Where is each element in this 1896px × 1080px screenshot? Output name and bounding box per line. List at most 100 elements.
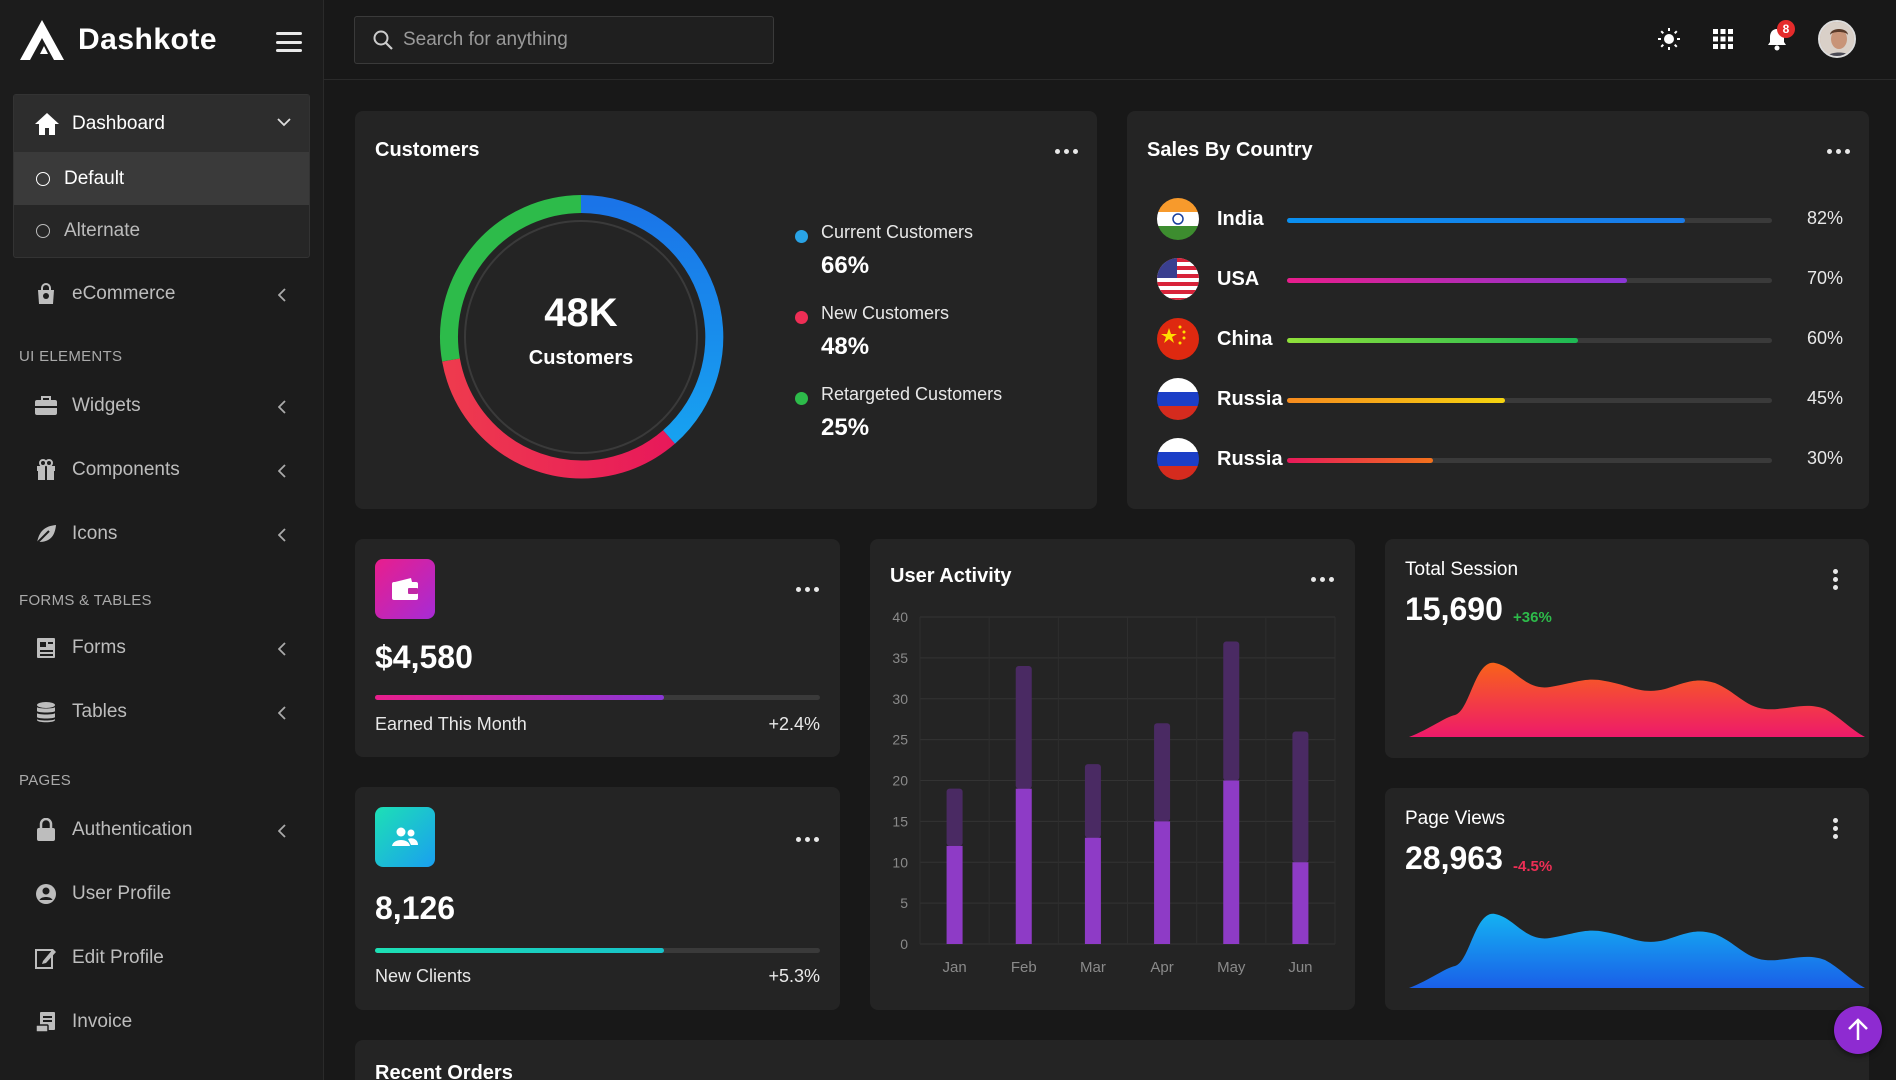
clients-label: New Clients <box>375 966 472 986</box>
country-row: China 60% <box>1157 318 1857 362</box>
legend-label: Current Customers <box>821 222 974 242</box>
bar-lower <box>1292 862 1309 944</box>
sidebar-item-forms[interactable]: Forms <box>0 616 323 680</box>
recent-orders-card: Recent Orders <box>355 1040 1869 1080</box>
avatar[interactable] <box>1818 20 1856 58</box>
bar-upper <box>946 788 963 846</box>
search-input[interactable] <box>403 29 763 51</box>
sidebar-subitem-label: Default <box>64 168 125 189</box>
briefcase-icon <box>34 394 58 418</box>
section-label-forms: FORMS & TABLES <box>19 592 152 609</box>
sidebar-item-components[interactable]: Components <box>0 438 323 502</box>
scroll-to-top-button[interactable] <box>1834 1006 1882 1054</box>
apps-grid-icon[interactable] <box>1710 26 1736 52</box>
logo-icon <box>20 20 64 60</box>
sidebar-item-label: Components <box>72 459 180 480</box>
customers-total-value: 48K <box>544 291 618 335</box>
sidebar-item-user-profile[interactable]: User Profile <box>0 862 323 926</box>
country-bar <box>1287 398 1772 403</box>
sidebar-item-dashboard[interactable]: Dashboard <box>14 95 309 153</box>
earned-progress <box>375 695 820 700</box>
gift-icon <box>34 458 58 482</box>
pageviews-delta: -4.5% <box>1513 858 1553 875</box>
x-tick-label: Mar <box>1080 959 1106 976</box>
more-options-icon[interactable] <box>1827 149 1851 157</box>
topbar: 8 <box>324 0 1896 80</box>
bar-upper <box>1015 666 1032 789</box>
country-percent: 70% <box>1807 268 1844 288</box>
x-tick-label: Jan <box>942 959 966 976</box>
menu-toggle-icon[interactable] <box>276 32 302 52</box>
sidebar-item-label: Forms <box>72 637 126 658</box>
leaf-icon <box>34 522 58 546</box>
clients-progress-fill <box>375 948 665 953</box>
donut-segment-retargeted <box>440 195 582 362</box>
country-bar <box>1287 338 1772 343</box>
sidebar-item-label: Dashboard <box>72 112 165 134</box>
search-box <box>354 16 774 64</box>
y-tick-label: 40 <box>892 609 908 625</box>
more-options-icon[interactable] <box>1831 818 1839 842</box>
more-options-icon[interactable] <box>1831 569 1839 593</box>
russia-flag-icon <box>1157 438 1199 480</box>
sidebar-item-label: eCommerce <box>72 283 176 304</box>
circle-icon <box>36 224 50 238</box>
sidebar-item-authentication[interactable]: Authentication <box>0 798 323 862</box>
y-tick-label: 5 <box>900 895 908 911</box>
sidebar-subitem-alternate[interactable]: Alternate <box>14 205 309 257</box>
dashboard-group: Dashboard Default Alternate <box>13 94 310 258</box>
customers-donut <box>440 194 724 479</box>
bar-upper <box>1154 723 1171 822</box>
country-percent: 30% <box>1807 448 1844 468</box>
notification-bell-icon[interactable]: 8 <box>1764 20 1795 52</box>
country-name: India <box>1217 208 1264 230</box>
customers-title: Customers <box>375 139 480 161</box>
customers-total-label: Customers <box>528 347 634 369</box>
theme-toggle-icon[interactable] <box>1656 26 1682 52</box>
clients-value: 8,126 <box>375 890 456 926</box>
customers-card: Customers 48K Customers Current Customer… <box>355 111 1097 509</box>
more-options-icon[interactable] <box>796 587 820 595</box>
sidebar-item-tables[interactable]: Tables <box>0 680 323 744</box>
country-percent: 60% <box>1807 328 1844 348</box>
x-tick-label: Jun <box>1288 959 1312 976</box>
country-name: USA <box>1217 268 1260 290</box>
country-row: India 82% <box>1157 198 1857 242</box>
bar-upper <box>1084 764 1101 838</box>
more-options-icon[interactable] <box>1311 577 1335 585</box>
earned-progress-fill <box>375 695 665 700</box>
more-options-icon[interactable] <box>1055 149 1079 157</box>
chevron-left-icon <box>278 288 286 302</box>
search-icon <box>373 30 393 50</box>
sidebar-item-icons[interactable]: Icons <box>0 502 323 566</box>
country-bar <box>1287 458 1772 463</box>
legend-value: 25% <box>821 414 870 441</box>
form-icon <box>34 636 58 660</box>
legend-dot <box>795 392 808 405</box>
bar-lower <box>1223 780 1240 944</box>
sidebar-subitem-default[interactable]: Default <box>14 153 309 205</box>
bar-lower <box>1015 788 1032 944</box>
chevron-left-icon <box>278 400 286 414</box>
sidebar-item-invoice[interactable]: Invoice <box>0 990 323 1054</box>
database-icon <box>34 700 58 724</box>
wallet-icon <box>375 559 435 619</box>
chevron-left-icon <box>278 528 286 542</box>
earned-card: $4,580 Earned This Month +2.4% <box>355 539 840 757</box>
y-tick-label: 20 <box>892 773 908 789</box>
more-options-icon[interactable] <box>796 837 820 845</box>
sidebar-item-edit-profile[interactable]: Edit Profile <box>0 926 323 990</box>
chevron-left-icon <box>278 464 286 478</box>
donut-segment-new <box>442 358 675 479</box>
x-tick-label: Feb <box>1011 959 1037 976</box>
china-flag-icon <box>1157 318 1199 360</box>
country-bar-fill <box>1287 398 1506 403</box>
sidebar-item-ecommerce[interactable]: eCommerce <box>0 262 323 326</box>
country-bar-fill <box>1287 278 1627 283</box>
user-activity-chart: 0 5 10 15 20 25 30 35 40 Jan Feb Mar Apr May Jun <box>892 609 1336 976</box>
russia-flag-icon <box>1157 378 1199 420</box>
country-bar-fill <box>1287 458 1433 463</box>
sidebar-item-widgets[interactable]: Widgets <box>0 374 323 438</box>
country-row: Russia 30% <box>1157 438 1857 482</box>
invoice-icon <box>34 1010 58 1034</box>
